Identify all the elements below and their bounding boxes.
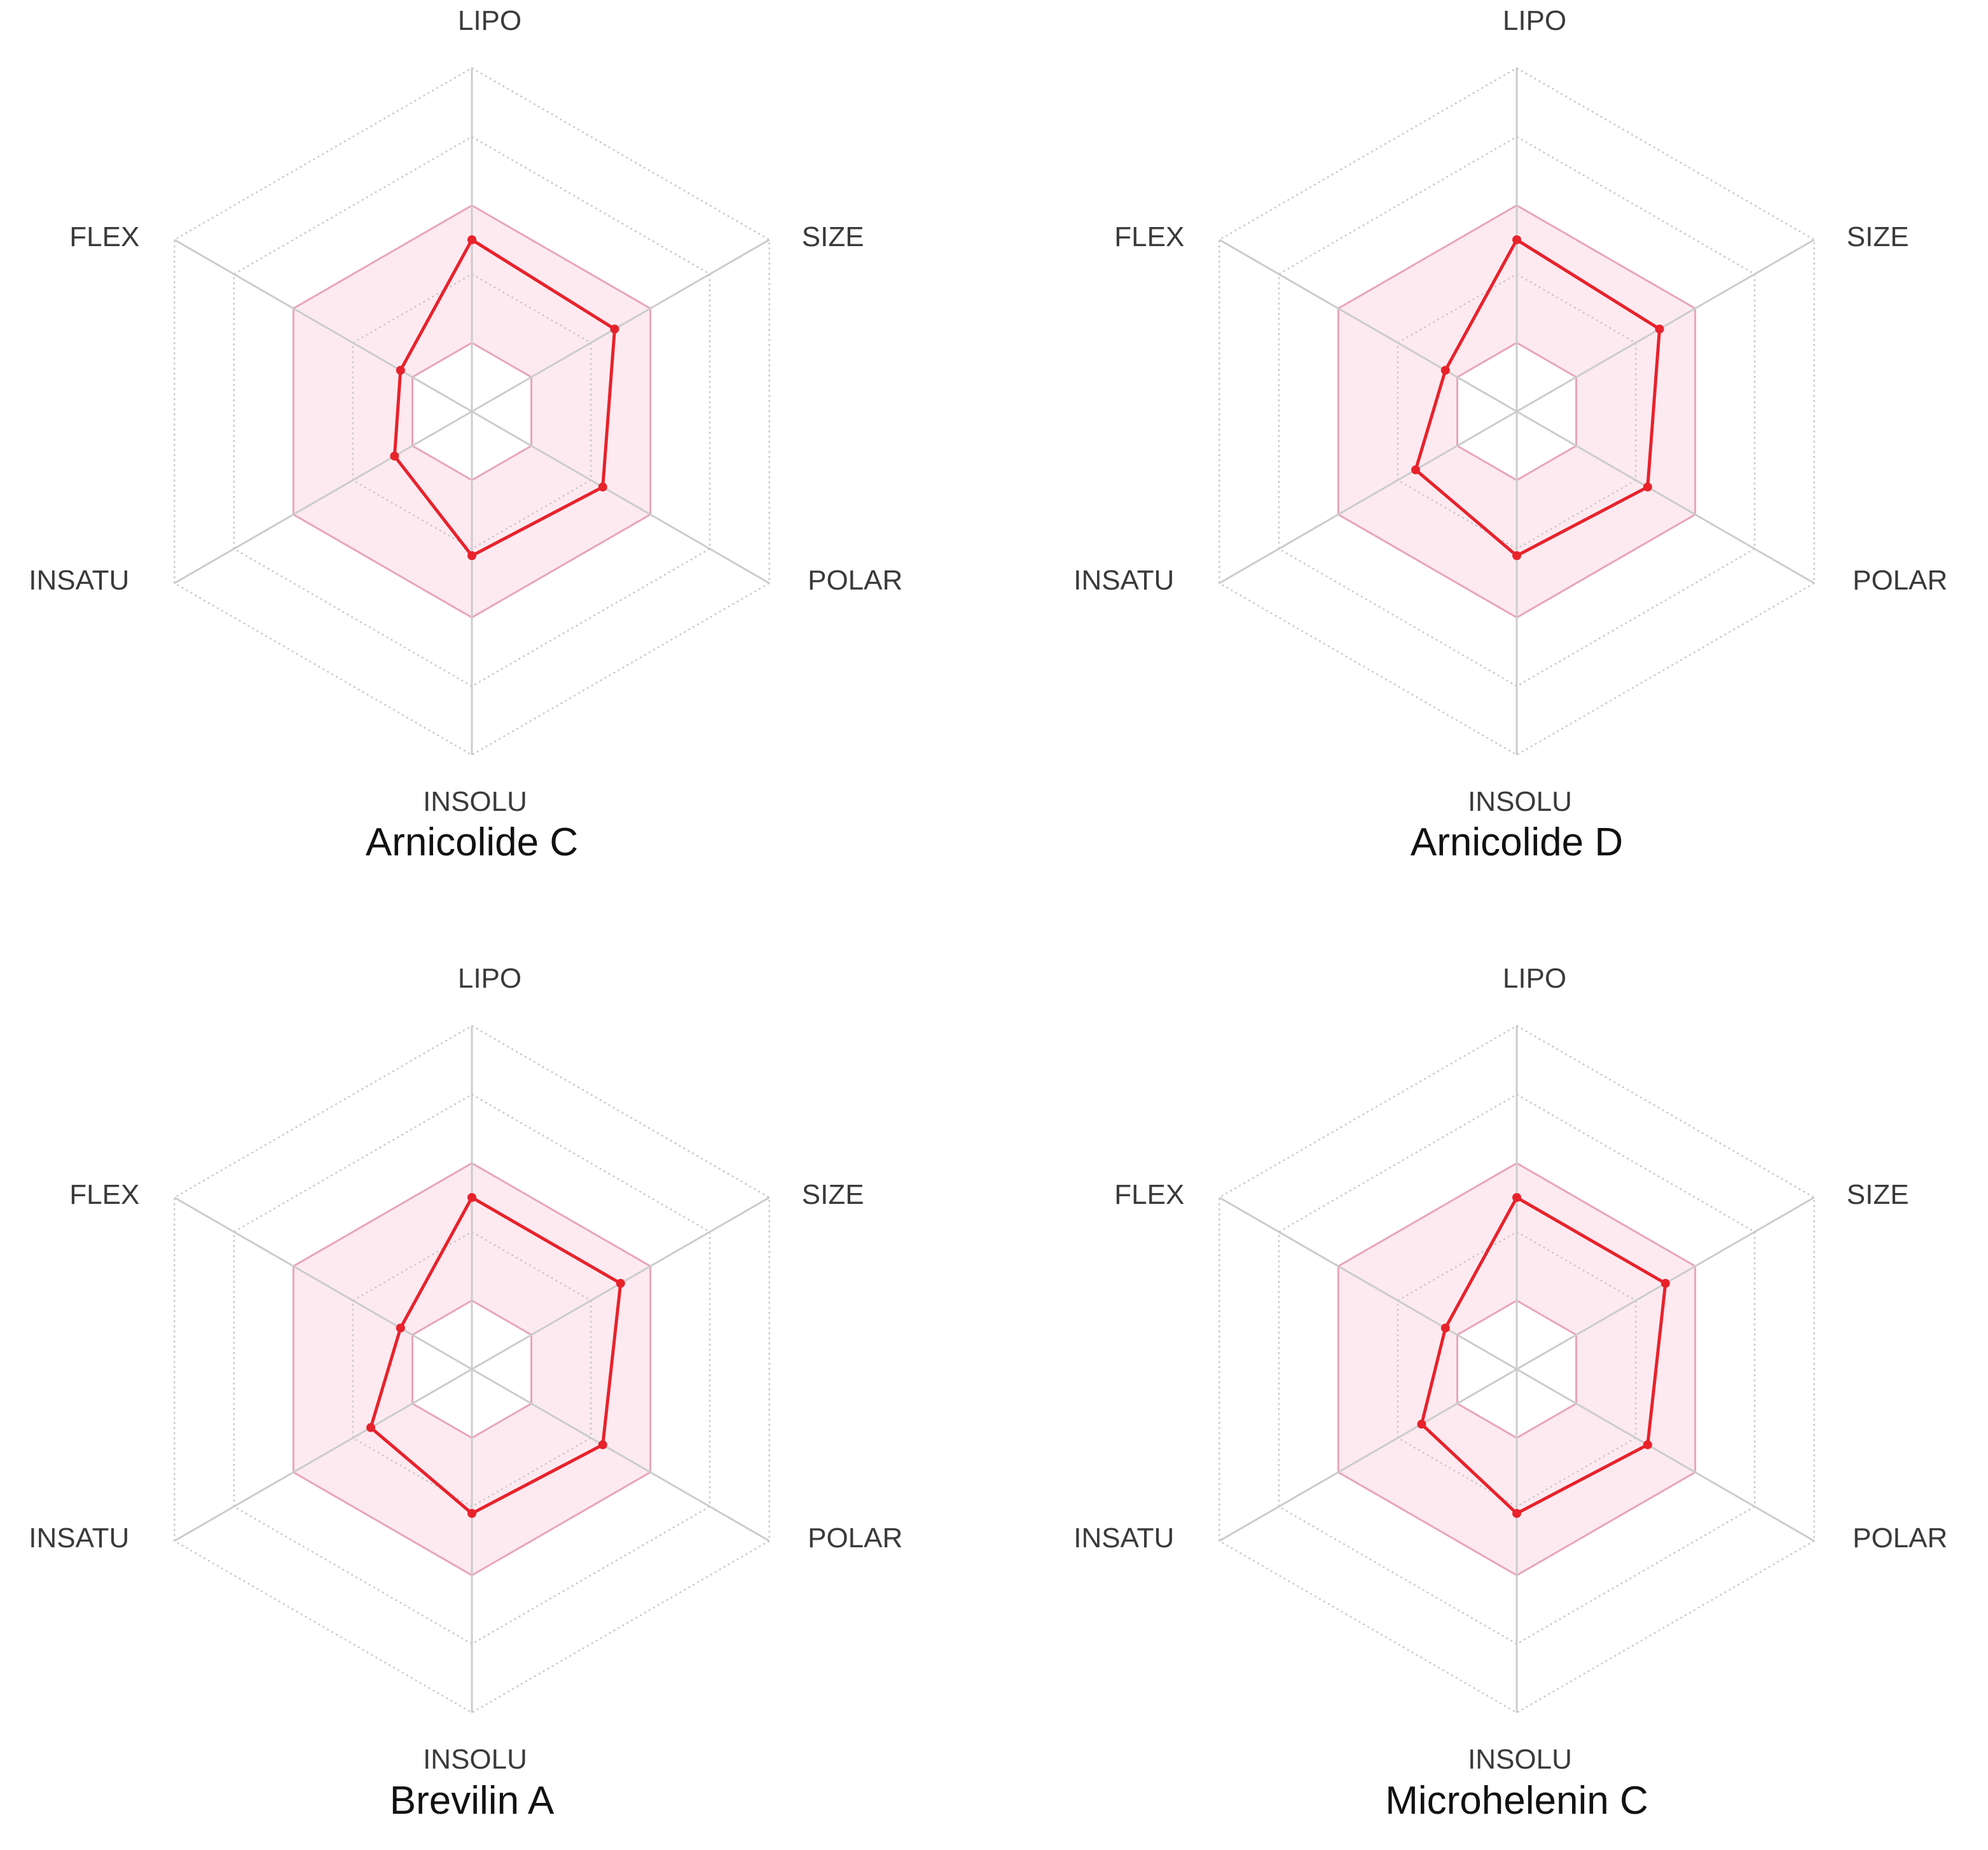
axis-label-flex: FLEX xyxy=(69,1179,139,1210)
axis-label-size: SIZE xyxy=(1847,1179,1909,1210)
spoke-flex xyxy=(174,1196,473,1370)
axis-label-size: SIZE xyxy=(802,221,864,252)
spoke-polar xyxy=(1516,1368,1815,1542)
axis-label-lipo: LIPO xyxy=(458,5,521,36)
spoke-size xyxy=(471,238,770,413)
axis-label-insolu: INSOLU xyxy=(423,786,527,817)
spoke-polar xyxy=(471,410,770,584)
axis-label-insolu: INSOLU xyxy=(423,1744,527,1775)
data-point-lipo xyxy=(467,1193,476,1202)
spoke-insatu xyxy=(1218,1368,1517,1542)
data-point-lipo xyxy=(1512,235,1521,244)
optimal-range-band xyxy=(293,205,651,618)
axis-label-insatu: INSATU xyxy=(29,565,129,596)
radar-panel-microhelenin-c: LIPO SIZE POLAR INSOLU INSATU FLEX Microheleni… xyxy=(1073,963,1947,1823)
data-point-lipo xyxy=(467,235,476,244)
data-point-size xyxy=(610,324,619,334)
data-point-flex xyxy=(1440,366,1450,375)
axis-label-size: SIZE xyxy=(1847,221,1909,252)
chart-title: Arnicolide D xyxy=(1411,820,1623,864)
axis-label-flex: FLEX xyxy=(1114,1179,1184,1210)
chart-title: Brevilin A xyxy=(390,1779,555,1823)
spoke-insatu xyxy=(174,1368,473,1542)
axis-label-flex: FLEX xyxy=(1114,221,1184,252)
data-point-insolu xyxy=(467,1508,476,1518)
data-point-insolu xyxy=(1512,1508,1521,1518)
radar-panel-arnicolide-c: LIPO SIZE POLAR INSOLU INSATU FLEX Arnicolide … xyxy=(29,5,902,864)
data-point-polar xyxy=(1643,1440,1652,1449)
axis-label-size: SIZE xyxy=(802,1179,864,1210)
data-point-polar xyxy=(598,1440,607,1449)
spoke-insatu xyxy=(1218,410,1517,584)
spoke-flex xyxy=(1218,1196,1517,1370)
data-point-flex xyxy=(396,1323,405,1333)
spoke-flex xyxy=(174,238,473,413)
axis-label-insolu: INSOLU xyxy=(1468,1744,1572,1775)
chart-title: Arnicolide C xyxy=(366,820,578,864)
axis-label-polar: POLAR xyxy=(1853,565,1947,596)
axis-label-polar: POLAR xyxy=(808,565,902,596)
optimal-range-band xyxy=(293,1163,651,1575)
data-point-size xyxy=(616,1279,625,1288)
axis-label-polar: POLAR xyxy=(808,1522,902,1554)
spoke-size xyxy=(1516,238,1815,413)
data-point-insatu xyxy=(1411,465,1420,474)
data-point-size xyxy=(1655,324,1664,334)
axis-label-insatu: INSATU xyxy=(29,1522,129,1554)
spoke-insatu xyxy=(174,410,473,584)
axis-label-flex: FLEX xyxy=(69,221,139,252)
optimal-range-band xyxy=(1338,205,1695,618)
axis-label-insatu: INSATU xyxy=(1073,565,1174,596)
spoke-flex xyxy=(1218,238,1517,413)
data-point-insatu xyxy=(366,1423,375,1432)
spoke-polar xyxy=(1516,410,1815,584)
data-point-size xyxy=(1660,1279,1670,1288)
axis-label-polar: POLAR xyxy=(1853,1522,1947,1554)
optimal-range-band xyxy=(1338,1163,1695,1575)
axis-label-lipo: LIPO xyxy=(458,963,521,994)
data-point-polar xyxy=(598,482,607,492)
radar-panel-arnicolide-d: LIPO SIZE POLAR INSOLU INSATU FLEX Arnicolide … xyxy=(1073,5,1947,864)
chart-title: Microhelenin C xyxy=(1385,1779,1648,1823)
data-point-lipo xyxy=(1512,1193,1521,1202)
data-point-insatu xyxy=(390,452,399,461)
radar-panel-brevilin-a: LIPO SIZE POLAR INSOLU INSATU FLEX Brevilin A xyxy=(29,963,902,1823)
axis-label-lipo: LIPO xyxy=(1503,5,1566,36)
data-point-insolu xyxy=(1512,551,1521,560)
axis-label-lipo: LIPO xyxy=(1503,963,1566,994)
spoke-polar xyxy=(471,1368,770,1542)
data-point-insolu xyxy=(467,551,476,560)
data-point-polar xyxy=(1643,482,1652,492)
data-point-insatu xyxy=(1417,1419,1426,1429)
data-point-flex xyxy=(396,366,405,375)
axis-label-insatu: INSATU xyxy=(1073,1522,1174,1554)
data-point-flex xyxy=(1440,1323,1450,1333)
axis-label-insolu: INSOLU xyxy=(1468,786,1572,817)
